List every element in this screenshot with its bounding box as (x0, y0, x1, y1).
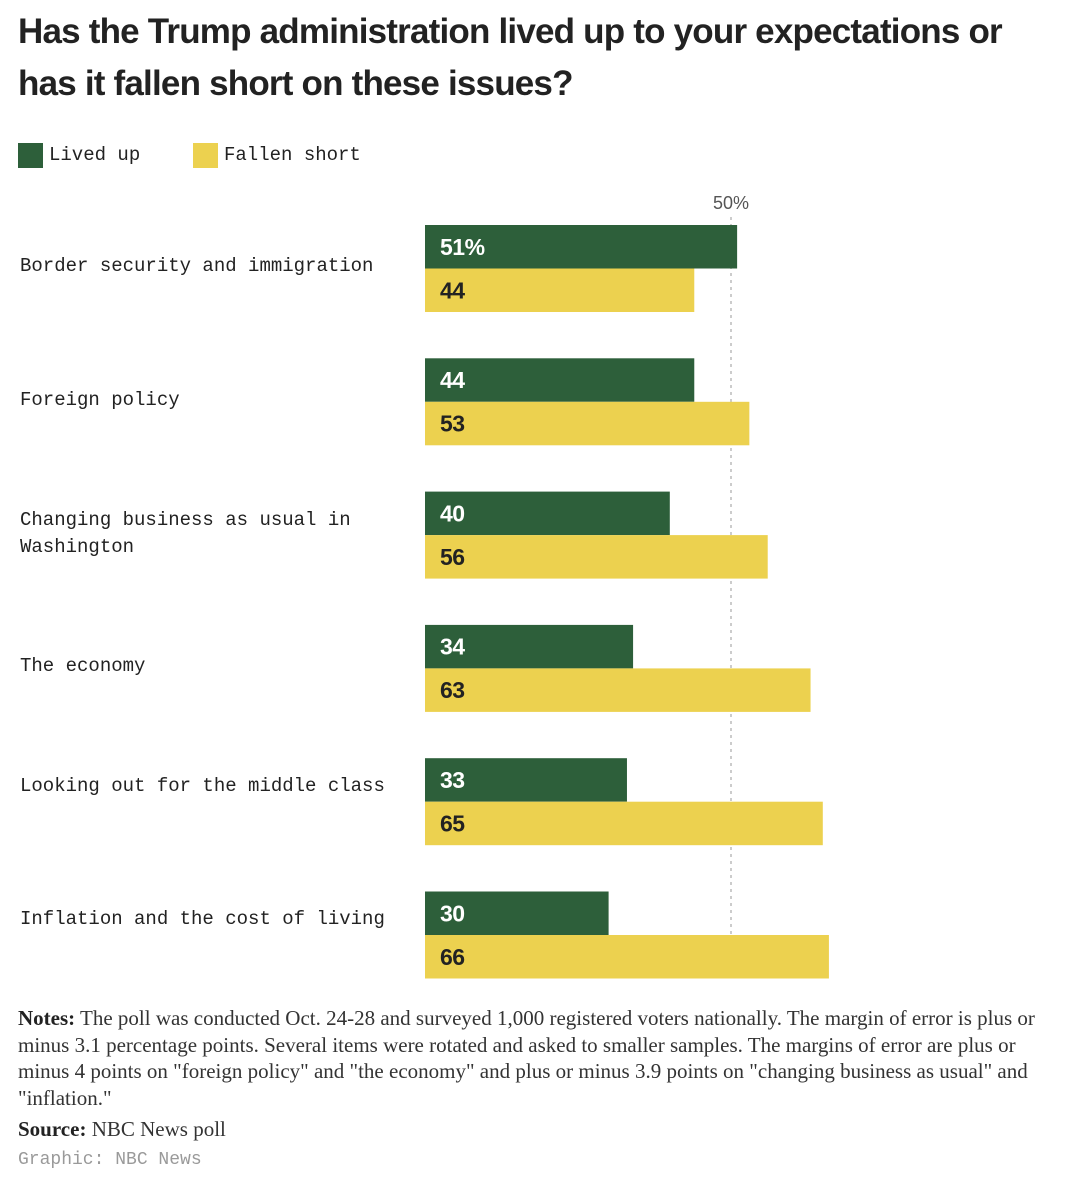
bar-value-label: 53 (440, 411, 465, 437)
bar-lived-up (425, 358, 695, 402)
category-label: Inflation and the cost of living (20, 908, 385, 930)
category-label: The economy (20, 655, 146, 677)
legend-label-lived-up: Lived up (49, 144, 141, 166)
notes: Notes: The poll was conducted Oct. 24-28… (18, 1005, 1048, 1111)
source-label: Source: (18, 1117, 87, 1141)
source: Source: NBC News poll (18, 1116, 226, 1142)
legend-swatch-fallen-short (193, 143, 218, 168)
legend-label-fallen-short: Fallen short (224, 144, 361, 166)
bar-lived-up (425, 891, 609, 935)
bar-lived-up (425, 758, 627, 802)
bar-lived-up (425, 491, 670, 536)
notes-label: Notes: (18, 1006, 76, 1030)
bar-value-label: 33 (440, 767, 465, 793)
bar-value-label: 44 (440, 367, 465, 393)
bar-value-label: 65 (440, 810, 465, 836)
bar-fallen-short (425, 268, 695, 312)
bar-fallen-short (425, 801, 823, 846)
bar-fallen-short (425, 935, 829, 979)
bar-fallen-short (425, 401, 750, 446)
bar-lived-up (425, 624, 634, 669)
bar-value-label: 34 (440, 634, 465, 660)
notes-text: The poll was conducted Oct. 24-28 and su… (18, 1006, 1035, 1110)
bar-lived-up (425, 225, 738, 269)
legend-swatch-lived-up (18, 143, 43, 168)
bar-fallen-short (425, 668, 811, 712)
category-label: Border security and immigration (20, 255, 374, 277)
bar-value-label: 40 (440, 500, 465, 526)
category-label: Changing business as usual in Washington (20, 509, 351, 558)
category-label: Foreign policy (20, 389, 180, 411)
reference-line-label: 50% (713, 193, 749, 213)
bar-value-label: 56 (440, 544, 465, 570)
bar-chart: 50% 51% 44 44 53 40 56 34 63 33 65 30 66 (425, 193, 829, 979)
source-text: NBC News poll (86, 1117, 226, 1141)
bar-value-label: 66 (440, 944, 465, 970)
graphic-credit: Graphic: NBC News (18, 1150, 202, 1170)
category-label: Looking out for the middle class (20, 775, 385, 797)
bar-value-label: 63 (440, 677, 465, 703)
bar-value-label: 30 (440, 900, 465, 926)
chart-title: Has the Trump administration lived up to… (18, 12, 1003, 103)
bar-fallen-short (425, 535, 768, 579)
bar-value-label: 51% (440, 234, 485, 260)
bar-value-label: 44 (440, 277, 465, 303)
